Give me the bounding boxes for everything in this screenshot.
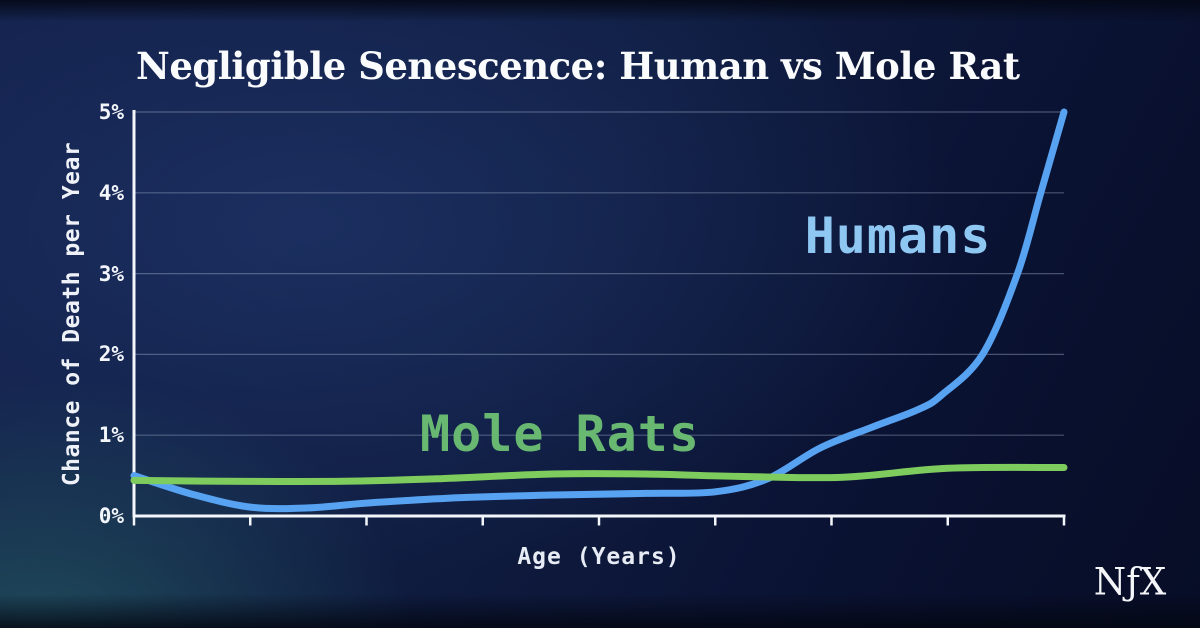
series-label-mole-rats: Mole Rats xyxy=(420,405,700,463)
x-axis-title: Age (Years) xyxy=(517,544,681,570)
humans-line xyxy=(130,108,1068,513)
series-label-humans: Humans xyxy=(804,207,992,265)
data-curves xyxy=(130,108,1068,513)
gridlines xyxy=(134,111,1064,436)
y-tick-label: 3% xyxy=(98,261,124,286)
chart-title: Negligible Senescence: Human vs Mole Rat xyxy=(136,44,1020,88)
y-tick-label: 0% xyxy=(98,504,124,528)
mole-rats-line xyxy=(130,463,1068,486)
y-tick-label: 4% xyxy=(98,180,124,205)
nfx-logo: NƒX xyxy=(1093,560,1167,604)
x-axis-ticks xyxy=(132,517,1066,526)
y-tick-label: 2% xyxy=(98,342,124,367)
y-tick-label: 5% xyxy=(98,100,124,124)
y-tick-label: 1% xyxy=(98,423,124,448)
axes xyxy=(132,110,1066,518)
